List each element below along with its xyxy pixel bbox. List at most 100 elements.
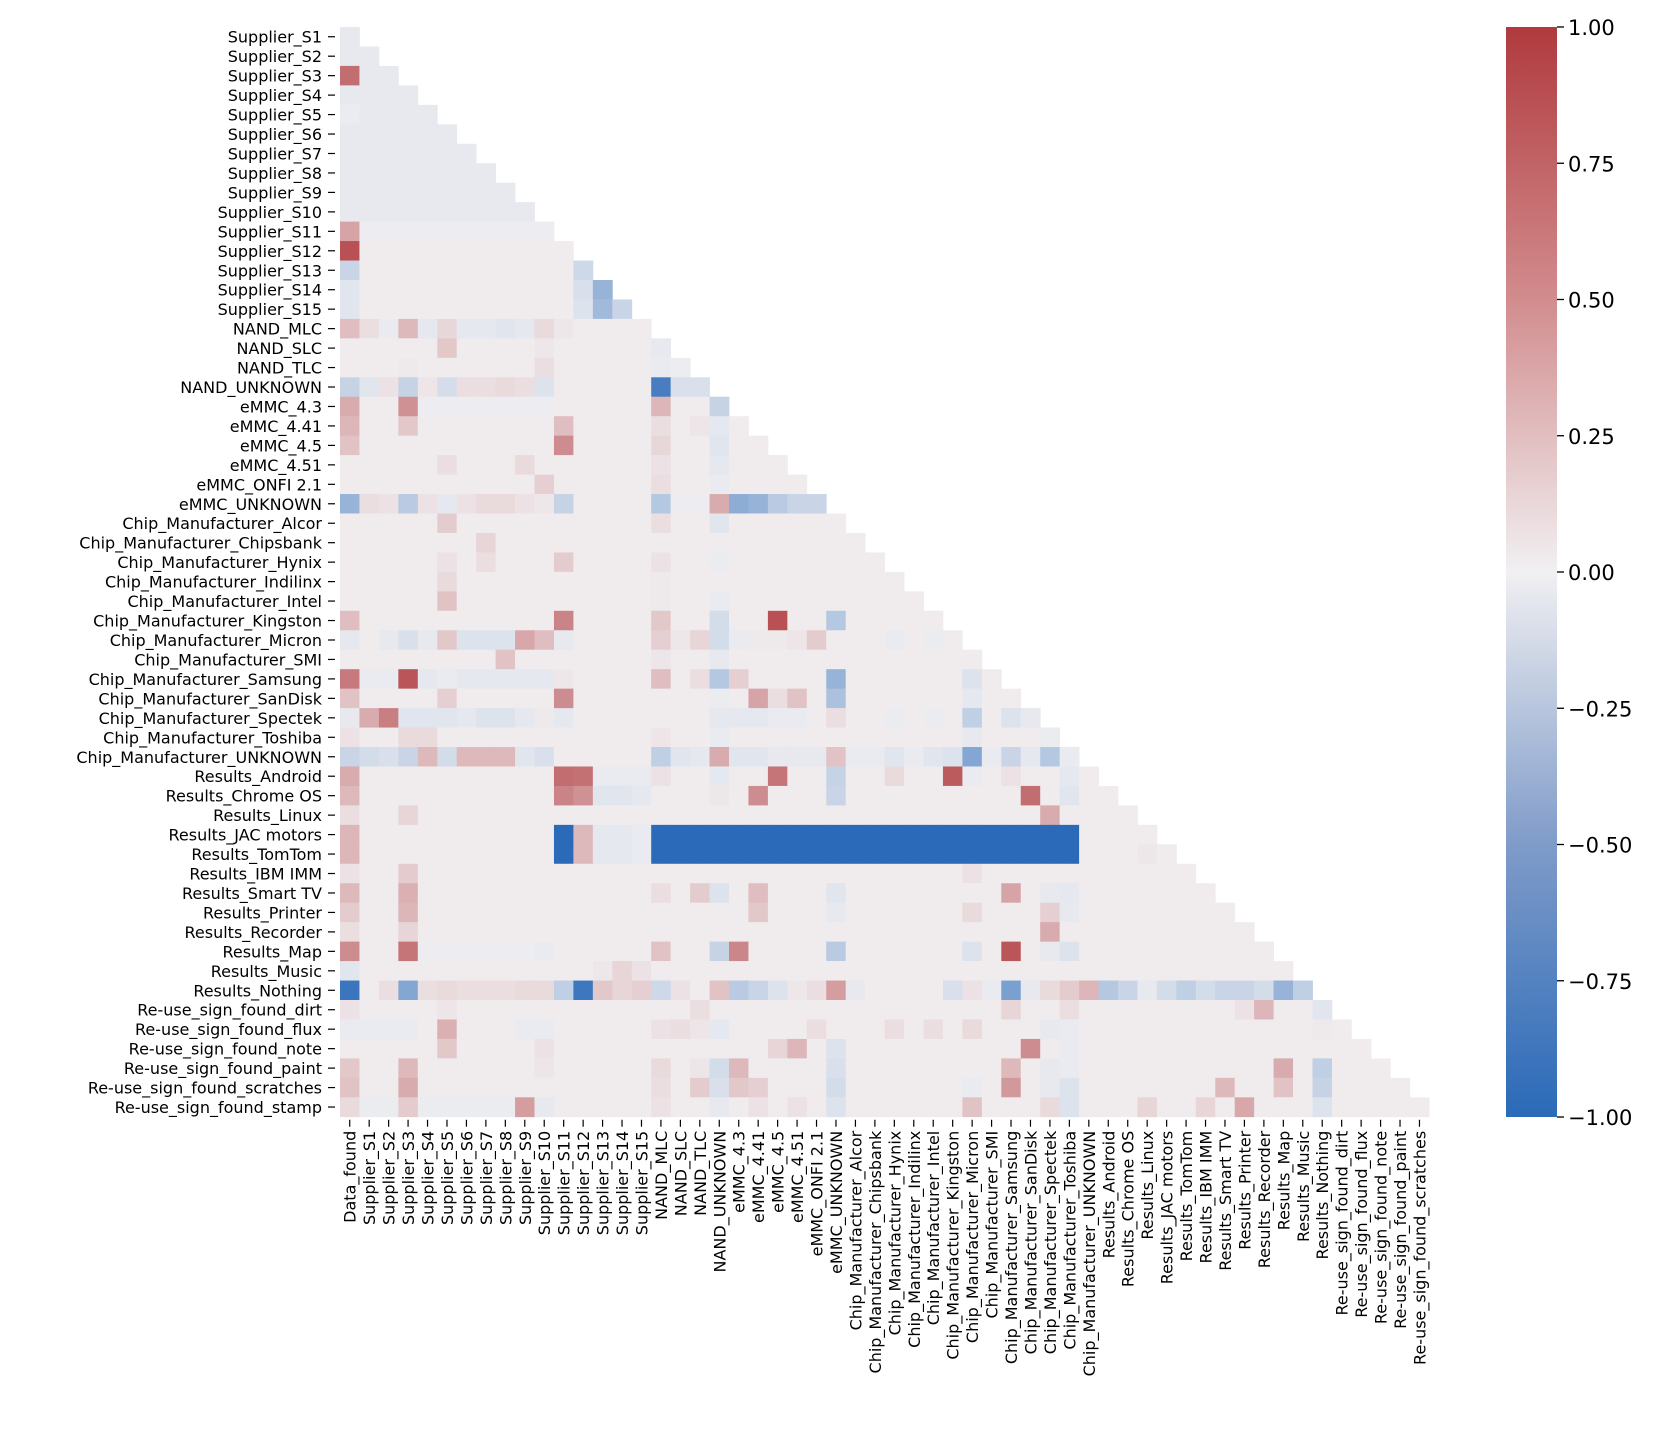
heatmap-cell <box>942 1097 963 1118</box>
heatmap-cell <box>515 318 535 339</box>
heatmap-cell <box>1098 922 1119 943</box>
heatmap-cell <box>1001 824 1022 845</box>
heatmap-cell <box>1137 980 1158 1001</box>
heatmap-cell <box>553 1038 574 1059</box>
heatmap-cell <box>709 1038 730 1059</box>
heatmap-cell <box>573 883 594 904</box>
heatmap-cell <box>806 941 827 962</box>
heatmap-cell <box>923 883 944 904</box>
heatmap-cell <box>378 1077 399 1098</box>
heatmap-cell <box>1098 1038 1119 1059</box>
heatmap-cell <box>534 902 555 923</box>
heatmap-cell <box>378 863 399 884</box>
heatmap-cell <box>340 513 360 534</box>
x-tick-label: Chip_Manufacturer_Micron <box>963 1131 983 1343</box>
heatmap-cell <box>962 922 983 943</box>
heatmap-cell <box>417 649 438 670</box>
heatmap-cell <box>534 785 555 806</box>
heatmap-cell <box>729 1077 749 1098</box>
heatmap-cell <box>573 260 594 281</box>
heatmap-cell <box>398 474 419 495</box>
heatmap-cell <box>787 961 808 981</box>
heatmap-cell <box>670 357 691 378</box>
heatmap-cell <box>340 260 360 281</box>
heatmap-cell <box>378 630 399 651</box>
heatmap-cell <box>515 747 535 767</box>
heatmap-cell <box>417 902 438 923</box>
heatmap-cell <box>845 649 866 670</box>
heatmap-cell <box>748 571 769 592</box>
heatmap-cell <box>417 805 438 826</box>
heatmap-cell <box>515 708 535 728</box>
heatmap-cell <box>884 727 905 748</box>
heatmap-cell <box>515 688 535 709</box>
heatmap-cell <box>729 591 749 612</box>
heatmap-cell <box>398 766 419 787</box>
heatmap-cell <box>378 669 399 690</box>
heatmap-cell <box>1195 941 1216 962</box>
heatmap-cell <box>690 902 710 923</box>
heatmap-cell <box>534 824 555 845</box>
heatmap-cell <box>417 1019 438 1040</box>
heatmap-cell <box>767 883 788 904</box>
heatmap-cell <box>378 513 399 534</box>
heatmap-cell <box>398 1038 419 1059</box>
heatmap-cell <box>476 785 496 806</box>
heatmap-cell <box>417 318 438 339</box>
heatmap-cell <box>826 513 847 534</box>
heatmap-cell <box>515 1097 535 1118</box>
heatmap-cell <box>359 961 380 981</box>
heatmap-cell <box>476 182 496 203</box>
x-tick-label: NAND_TLC <box>691 1131 711 1216</box>
heatmap-cell <box>787 708 808 728</box>
heatmap-cell <box>1234 941 1255 962</box>
heatmap-cell <box>573 435 594 456</box>
heatmap-cell <box>359 318 380 339</box>
heatmap-cell <box>904 805 924 826</box>
heatmap-cell <box>456 863 477 884</box>
heatmap-cell <box>923 785 944 806</box>
heatmap-cell <box>515 396 535 417</box>
heatmap-cell <box>553 260 574 281</box>
heatmap-cell <box>729 941 749 962</box>
x-tick-label: Supplier_S12 <box>574 1131 594 1235</box>
heatmap-cell <box>981 708 1002 728</box>
heatmap-cell <box>553 571 574 592</box>
heatmap-cell <box>1390 1097 1411 1118</box>
heatmap-cell <box>1273 961 1294 981</box>
heatmap-cell <box>398 591 419 612</box>
heatmap-cell <box>631 941 652 962</box>
heatmap-cell <box>748 649 769 670</box>
heatmap-cell <box>340 1000 360 1020</box>
heatmap-cell <box>437 1058 458 1079</box>
heatmap-cell <box>826 708 847 728</box>
heatmap-cell <box>378 241 399 261</box>
heatmap-cell <box>476 396 496 417</box>
heatmap-cell <box>378 552 399 573</box>
heatmap-cell <box>573 357 594 378</box>
heatmap-cell <box>729 649 749 670</box>
heatmap-cell <box>456 708 477 728</box>
heatmap-cell <box>495 416 516 437</box>
heatmap-cell <box>1059 883 1080 904</box>
heatmap-cell <box>1001 1077 1022 1098</box>
heatmap-cell <box>592 688 613 709</box>
y-tick-label: Chip_Manufacturer_Indilinx <box>105 573 322 593</box>
heatmap-cell <box>845 941 866 962</box>
heatmap-cell <box>748 513 769 534</box>
heatmap-cell <box>437 649 458 670</box>
heatmap-cell <box>884 1077 905 1098</box>
heatmap-cell <box>398 532 419 553</box>
heatmap-cell <box>1001 863 1022 884</box>
heatmap-cell <box>476 377 496 398</box>
x-tick-label: eMMC_4.5 <box>769 1131 789 1213</box>
heatmap-cell <box>1020 1038 1041 1059</box>
y-tick-label: Supplier_S7 <box>228 144 322 164</box>
heatmap-cell <box>1020 1058 1041 1079</box>
heatmap-cell <box>670 708 691 728</box>
heatmap-cell <box>1273 1038 1294 1059</box>
x-tick-label: Chip_Manufacturer_Spectek <box>1041 1130 1061 1354</box>
heatmap-cell <box>340 182 360 203</box>
colorbar-tick-label: −0.50 <box>1568 834 1632 858</box>
heatmap-cell <box>884 980 905 1001</box>
